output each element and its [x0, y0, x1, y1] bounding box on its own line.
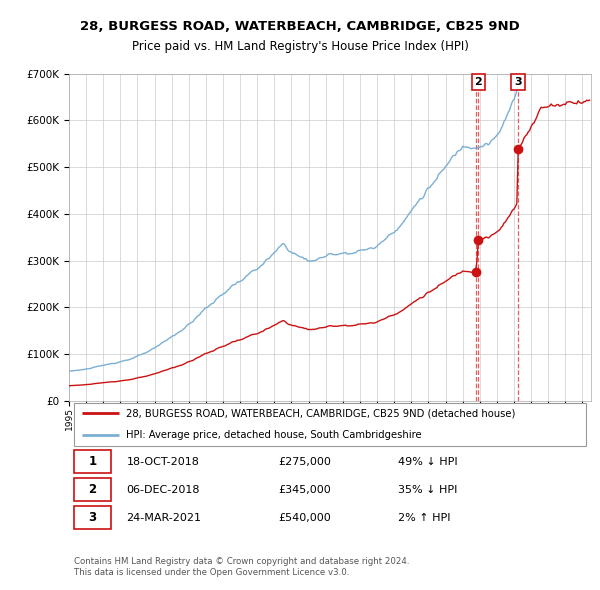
Text: 2% ↑ HPI: 2% ↑ HPI — [398, 513, 451, 523]
Text: 18-OCT-2018: 18-OCT-2018 — [127, 457, 199, 467]
Text: £345,000: £345,000 — [278, 484, 331, 494]
Text: 35% ↓ HPI: 35% ↓ HPI — [398, 484, 457, 494]
FancyBboxPatch shape — [74, 403, 586, 445]
Text: £540,000: £540,000 — [278, 513, 331, 523]
Text: Price paid vs. HM Land Registry's House Price Index (HPI): Price paid vs. HM Land Registry's House … — [131, 40, 469, 53]
Text: Contains HM Land Registry data © Crown copyright and database right 2024.
This d: Contains HM Land Registry data © Crown c… — [74, 558, 410, 577]
Text: 1: 1 — [88, 455, 97, 468]
Text: 28, BURGESS ROAD, WATERBEACH, CAMBRIDGE, CB25 9ND (detached house): 28, BURGESS ROAD, WATERBEACH, CAMBRIDGE,… — [127, 408, 516, 418]
FancyBboxPatch shape — [74, 450, 111, 473]
Text: 2: 2 — [88, 483, 97, 496]
Text: 2: 2 — [475, 77, 482, 87]
Text: 49% ↓ HPI: 49% ↓ HPI — [398, 457, 457, 467]
FancyBboxPatch shape — [74, 478, 111, 502]
FancyBboxPatch shape — [74, 506, 111, 529]
Text: £275,000: £275,000 — [278, 457, 331, 467]
Text: 28, BURGESS ROAD, WATERBEACH, CAMBRIDGE, CB25 9ND: 28, BURGESS ROAD, WATERBEACH, CAMBRIDGE,… — [80, 20, 520, 33]
Text: 3: 3 — [514, 77, 522, 87]
Text: 24-MAR-2021: 24-MAR-2021 — [127, 513, 202, 523]
Text: 3: 3 — [88, 511, 97, 524]
Text: 06-DEC-2018: 06-DEC-2018 — [127, 484, 200, 494]
Text: HPI: Average price, detached house, South Cambridgeshire: HPI: Average price, detached house, Sout… — [127, 430, 422, 440]
